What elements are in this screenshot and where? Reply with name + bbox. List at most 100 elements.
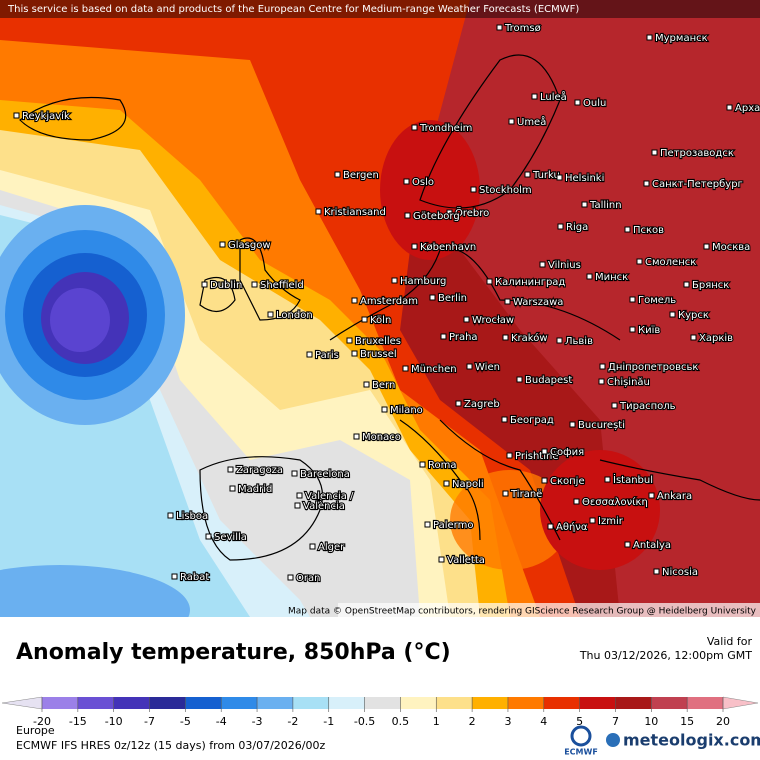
city-label: Palermo: [433, 520, 473, 531]
tick-label: -20: [33, 715, 51, 728]
tick-label: 10: [644, 715, 658, 728]
city-marker: [541, 448, 548, 455]
city-label: Харків: [699, 332, 733, 344]
city-marker: [219, 241, 226, 248]
city-marker: [636, 258, 643, 265]
city-label: Kraków: [511, 332, 548, 344]
city-marker: [315, 208, 322, 215]
city-label: London: [276, 310, 313, 321]
city-label: Stockholm: [479, 185, 532, 196]
color-swatch: [113, 697, 151, 709]
city-label: München: [411, 364, 457, 375]
city-label: Warszawa: [513, 297, 563, 308]
ecmwf-logo: ECMWF: [564, 748, 598, 757]
city-marker: [267, 311, 274, 318]
color-swatch: [328, 697, 366, 709]
attribution-bg: [338, 603, 760, 617]
city-label: Vilnius: [548, 260, 581, 271]
city-label: Гомель: [638, 295, 676, 306]
city-label: Luleå: [540, 90, 567, 103]
city-marker: [227, 466, 234, 473]
city-marker: [524, 171, 531, 178]
city-label: Wrocław: [472, 315, 514, 326]
city-label: Dublin: [210, 280, 242, 291]
city-label: Valletta: [447, 555, 485, 566]
city-label: Sevilla: [214, 532, 247, 543]
tick-label: 1: [433, 715, 440, 728]
ecmwf-notice: This service is based on data and produc…: [7, 4, 579, 15]
region: Europe: [16, 724, 55, 737]
city-marker: [309, 543, 316, 550]
city-label: Скопје: [550, 475, 585, 487]
tick-label: 7: [612, 715, 619, 728]
city-marker: [446, 209, 453, 216]
city-marker: [589, 517, 596, 524]
city-label: Lisboa: [176, 511, 208, 522]
city-label: Tiranë: [510, 489, 542, 500]
city-marker: [346, 337, 353, 344]
city-label: Дніпропетровськ: [608, 361, 698, 373]
tick-label: -0.5: [354, 715, 375, 728]
city-label: Hamburg: [400, 276, 446, 287]
city-marker: [557, 223, 564, 230]
tick-label: -4: [216, 715, 227, 728]
color-swatch: [579, 697, 616, 709]
city-label: Санкт-Петербург: [652, 179, 743, 190]
city-label: Kristiansand: [324, 207, 386, 218]
city-marker: [574, 99, 581, 106]
city-marker: [496, 24, 503, 31]
city-marker: [438, 556, 445, 563]
city-marker: [391, 277, 398, 284]
city-label: València: [303, 500, 345, 512]
city-marker: [463, 316, 470, 323]
city-marker: [486, 278, 493, 285]
city-label: Москва: [712, 242, 750, 253]
city-marker: [363, 381, 370, 388]
tick-label: 4: [540, 715, 547, 728]
city-marker: [651, 149, 658, 156]
city-marker: [455, 400, 462, 407]
city-marker: [646, 34, 653, 41]
color-swatch: [507, 697, 545, 709]
tick-label: -7: [144, 715, 155, 728]
city-label: Örebro: [455, 206, 489, 219]
city-label: Madrid: [238, 484, 272, 495]
city-label: Barcelona: [300, 469, 350, 480]
city-label: Курск: [678, 310, 709, 321]
city-label: Trondheim: [419, 123, 472, 134]
city-label: Amsterdam: [360, 296, 418, 307]
city-marker: [13, 112, 20, 119]
city-marker: [703, 243, 710, 250]
city-marker: [353, 433, 360, 440]
city-label: Brussel: [360, 349, 397, 360]
color-swatch: [400, 697, 437, 709]
color-swatch: [472, 697, 509, 709]
color-swatch: [257, 697, 294, 709]
city-label: Turku: [532, 170, 560, 181]
city-marker: [506, 452, 513, 459]
city-label: Мурманск: [655, 33, 708, 44]
city-label: Alger: [318, 542, 345, 553]
city-marker: [429, 294, 436, 301]
city-label: Wien: [475, 362, 500, 373]
city-marker: [643, 180, 650, 187]
brand: meteologix.com: [623, 731, 760, 750]
city-marker: [411, 124, 418, 131]
city-label: Berlin: [438, 293, 467, 304]
tick-label: 0.5: [392, 715, 410, 728]
city-marker: [443, 480, 450, 487]
city-label: Oulu: [583, 98, 606, 109]
city-marker: [726, 104, 733, 111]
city-label: Antalya: [633, 540, 671, 551]
city-marker: [604, 476, 611, 483]
tick-label: 5: [576, 715, 583, 728]
city-marker: [508, 118, 515, 125]
city-marker: [229, 485, 236, 492]
city-label: Glasgow: [228, 240, 271, 251]
city-marker: [167, 512, 174, 519]
city-label: Reykjavík: [22, 110, 70, 122]
city-label: Минск: [595, 272, 628, 283]
city-label: Prishtinë: [515, 451, 558, 462]
city-label: Nicosia: [662, 567, 698, 578]
city-label: Monaco: [362, 432, 401, 443]
